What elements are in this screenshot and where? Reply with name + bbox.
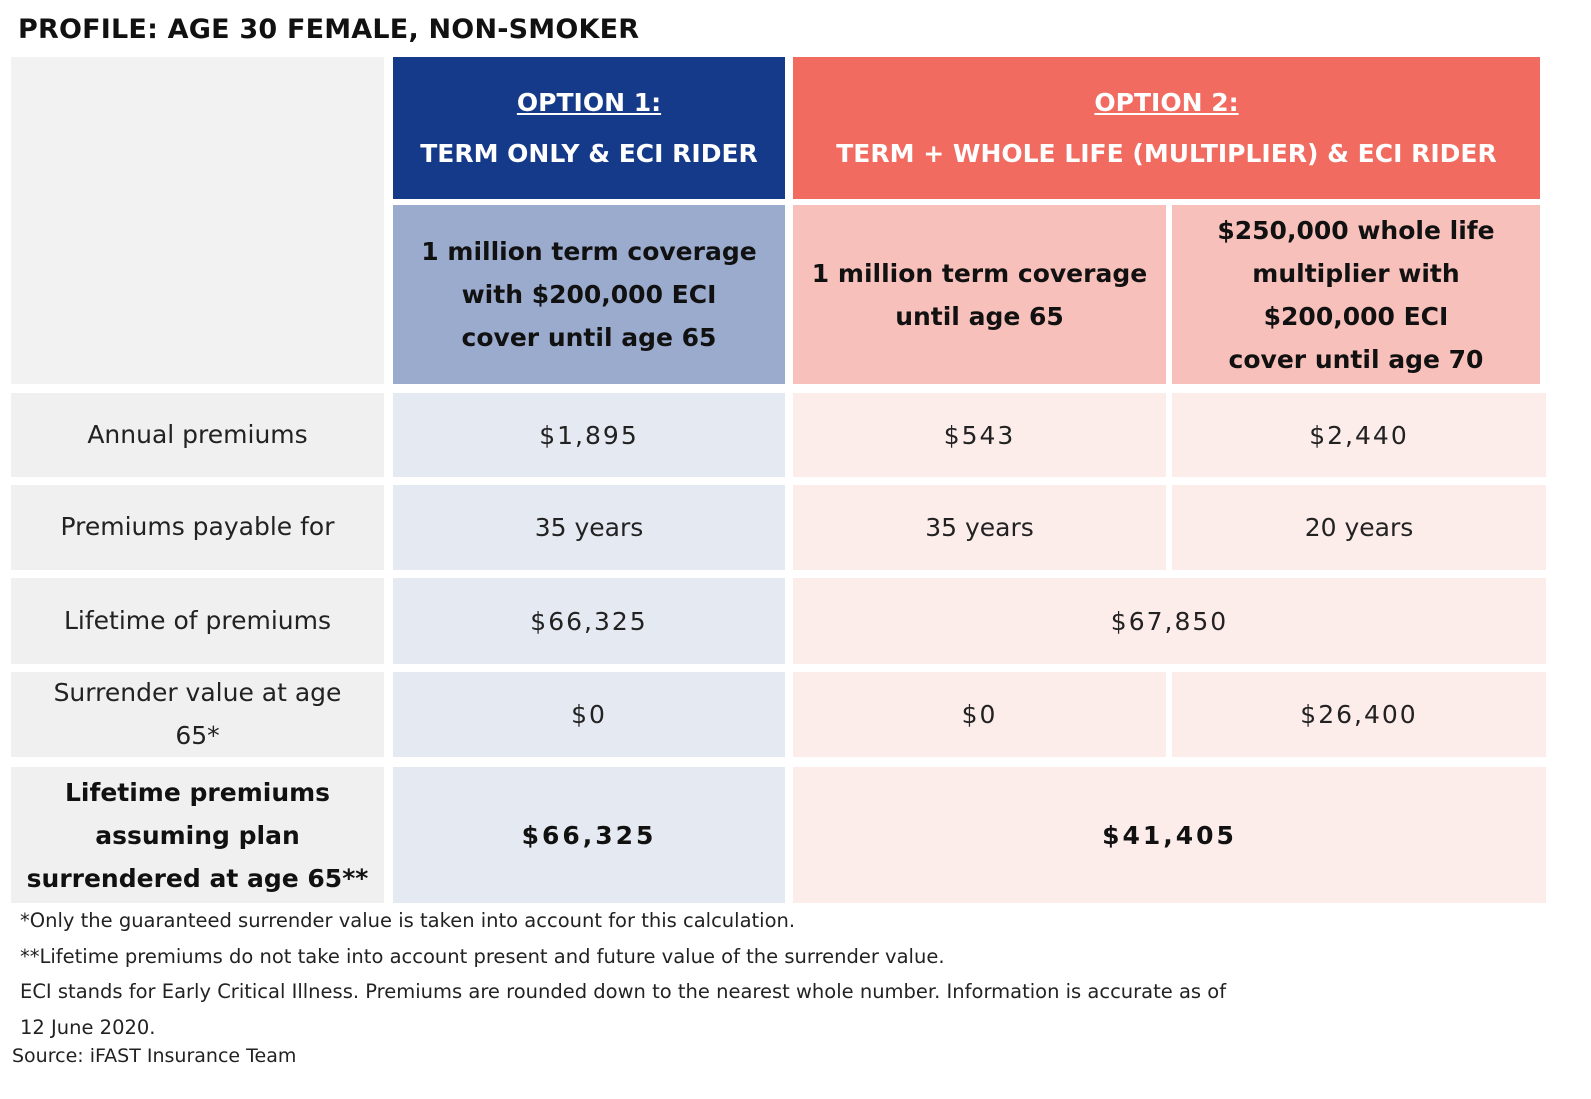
footnote-line: **Lifetime premiums do not take into acc… <box>20 944 945 968</box>
annual-premium-option2-term: $543 <box>793 393 1166 477</box>
option1-coverage-line: 1 million term coverage <box>421 237 757 266</box>
option1-coverage-cell: 1 million term coverage with $200,000 EC… <box>393 205 785 384</box>
option2-whole-coverage-line: $250,000 whole life <box>1217 215 1495 245</box>
option2-whole-coverage-line: $200,000 ECI <box>1263 301 1449 331</box>
option2-name: TERM + WHOLE LIFE (MULTIPLIER) & ECI RID… <box>836 139 1497 168</box>
row-label-surrender-value: Surrender value at age 65* <box>11 672 384 757</box>
payable-option1: 35 years <box>393 485 785 570</box>
net-label-line: assuming plan <box>95 820 300 850</box>
footnote-line: *Only the guaranteed surrender value is … <box>20 909 796 932</box>
net-option1: $66,325 <box>393 767 785 903</box>
header-corner-cell <box>11 57 384 384</box>
footnote-line: 12 June 2020. <box>20 1015 156 1039</box>
annual-premium-option2-whole: $2,440 <box>1172 393 1546 477</box>
row-label-premiums-payable: Premiums payable for <box>11 485 384 570</box>
payable-option2-term: 35 years <box>793 485 1166 570</box>
net-label-line: surrendered at age 65** <box>26 863 369 893</box>
surrender-option1: $0 <box>393 672 785 757</box>
page-title: PROFILE: AGE 30 FEMALE, NON-SMOKER <box>18 14 640 45</box>
lifetime-option2: $67,850 <box>793 578 1546 664</box>
net-option2: $41,405 <box>793 767 1546 903</box>
option1-coverage-line: cover until age 65 <box>461 323 717 352</box>
option2-whole-coverage-line: multiplier with <box>1252 258 1460 288</box>
source-note: Source: iFAST Insurance Team <box>12 1045 297 1067</box>
option2-term-coverage-cell: 1 million term coverage until age 65 <box>793 205 1166 384</box>
option2-whole-coverage-line: cover until age 70 <box>1228 344 1484 374</box>
row-label-annual-premiums: Annual premiums <box>11 393 384 477</box>
option1-coverage-line: with $200,000 ECI <box>461 280 717 309</box>
surrender-label-line: Surrender value at age <box>53 678 342 707</box>
surrender-option2-whole: $26,400 <box>1172 672 1546 757</box>
row-label-lifetime-premiums: Lifetime of premiums <box>11 578 384 664</box>
option1-header: OPTION 1: TERM ONLY & ECI RIDER <box>393 57 785 199</box>
surrender-option2-term: $0 <box>793 672 1166 757</box>
option2-header: OPTION 2: TERM + WHOLE LIFE (MULTIPLIER)… <box>793 57 1540 199</box>
payable-option2-whole: 20 years <box>1172 485 1546 570</box>
option2-label: OPTION 2: <box>1094 88 1239 117</box>
annual-premium-option1: $1,895 <box>393 393 785 477</box>
footnotes: *Only the guaranteed surrender value is … <box>20 903 1500 1045</box>
footnote-line: ECI stands for Early Critical Illness. P… <box>20 980 1227 1003</box>
lifetime-option1: $66,325 <box>393 578 785 664</box>
net-label-line: Lifetime premiums <box>64 777 331 807</box>
row-label-net-lifetime-premiums: Lifetime premiums assuming plan surrende… <box>11 767 384 903</box>
option1-name: TERM ONLY & ECI RIDER <box>420 139 758 168</box>
option2-term-coverage-line: 1 million term coverage <box>811 258 1148 288</box>
option2-term-coverage-line: until age 65 <box>895 301 1064 331</box>
surrender-label-line: 65* <box>175 720 220 750</box>
option2-whole-coverage-cell: $250,000 whole life multiplier with $200… <box>1172 205 1540 384</box>
option1-label: OPTION 1: <box>516 88 662 117</box>
